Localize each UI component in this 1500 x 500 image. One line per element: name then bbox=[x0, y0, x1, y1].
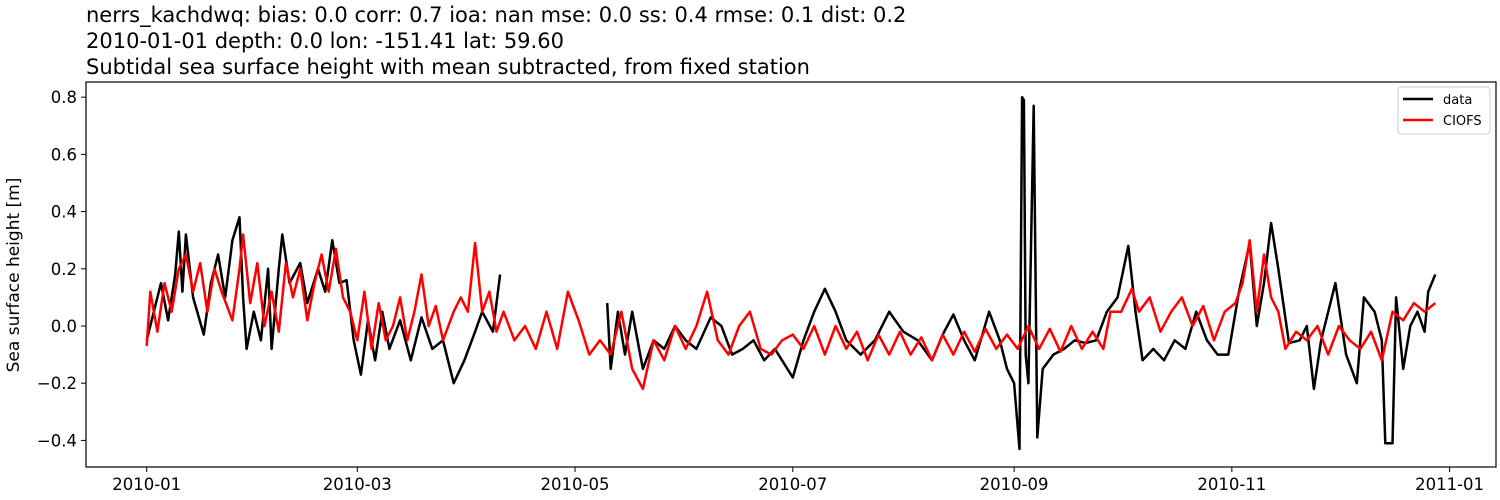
x-tick-label: 2010-05 bbox=[541, 475, 610, 494]
y-tick-label: 0.2 bbox=[51, 260, 77, 279]
y-tick-label: 0.4 bbox=[51, 203, 77, 222]
x-tick-label: 2011-01 bbox=[1415, 475, 1484, 494]
y-tick-label: −0.2 bbox=[37, 374, 77, 393]
chart-title-line-1: nerrs_kachdwq: bias: 0.0 corr: 0.7 ioa: … bbox=[86, 3, 906, 28]
legend-label-ciofs: CIOFS bbox=[1443, 114, 1482, 129]
series-layer bbox=[145, 95, 1437, 451]
y-axis-label: Sea surface height [m] bbox=[4, 178, 24, 373]
legend: data CIOFS bbox=[1397, 86, 1491, 135]
series-line-ciofs bbox=[145, 233, 1437, 391]
x-tick-label: 2010-11 bbox=[1197, 475, 1266, 494]
y-tick-label: −0.4 bbox=[37, 431, 77, 450]
chart-title-line-2: 2010-01-01 depth: 0.0 lon: -151.41 lat: … bbox=[86, 29, 564, 53]
x-tick-label: 2010-07 bbox=[758, 475, 827, 494]
series-line-data bbox=[145, 216, 502, 385]
legend-label-data: data bbox=[1443, 93, 1472, 108]
y-tick-label: 0.0 bbox=[51, 317, 77, 336]
y-tick-label: 0.6 bbox=[51, 145, 77, 164]
chart-title-line-3: Subtidal sea surface height with mean su… bbox=[86, 55, 810, 79]
x-tick-label: 2010-03 bbox=[323, 475, 392, 494]
x-tick-label: 2010-09 bbox=[980, 475, 1049, 494]
x-tick-label: 2010-01 bbox=[112, 475, 181, 494]
axis-ticks: 2010-01 2010-03 2010-05 2010-07 2010-09 2010-… bbox=[37, 88, 1484, 494]
y-tick-label: 0.8 bbox=[51, 88, 77, 107]
plot-frame bbox=[85, 81, 1497, 468]
series-line-data bbox=[605, 95, 1437, 451]
